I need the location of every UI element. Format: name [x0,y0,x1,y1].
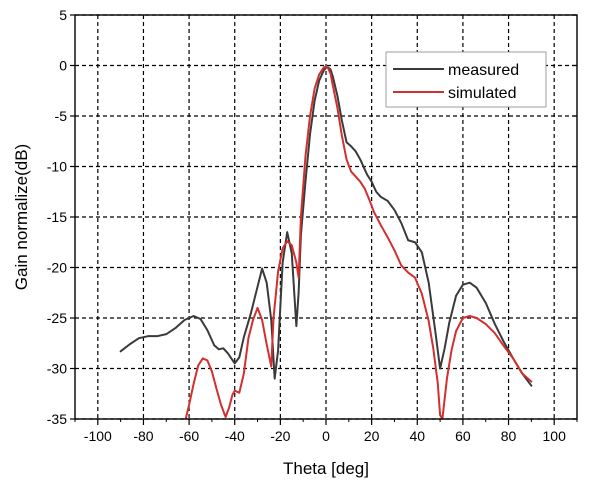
x-tick-label: -60 [179,428,199,444]
x-axis-title: Theta [deg] [283,459,369,478]
y-tick-label: -20 [47,260,67,276]
series-line-simulated [184,65,533,419]
series-line-measured [119,66,533,387]
y-axis-title: Gain normalize(dB) [12,144,31,290]
x-tick-label: 80 [501,428,517,444]
y-tick-label: -5 [55,108,68,124]
x-tick-label: -100 [84,428,112,444]
axis-ticks [70,14,578,425]
y-tick-label: -35 [47,411,67,427]
x-tick-label: 60 [455,428,471,444]
y-tick-label: -10 [47,159,67,175]
x-tick-label: -40 [225,428,245,444]
legend-label-simulated: simulated [448,85,516,102]
y-tick-label: 0 [59,58,67,74]
x-tick-label: -20 [270,428,290,444]
x-tick-label: 40 [409,428,425,444]
x-tick-label: 0 [322,428,330,444]
y-tick-label: -25 [47,310,67,326]
legend-box [385,51,547,108]
legend: measured simulated [385,51,547,108]
legend-label-measured: measured [448,62,519,79]
x-tick-label: -80 [133,428,153,444]
y-tick-labels: 5 0 -5 -10 -15 -20 -25 -30 -35 [47,7,67,427]
y-tick-label: -15 [47,209,67,225]
x-tick-label: 20 [364,428,380,444]
x-tick-labels: -100 -80 -60 -40 -20 0 20 40 60 80 100 [84,428,566,444]
x-tick-label: 100 [543,428,567,444]
y-tick-label: -30 [47,361,67,377]
y-tick-label: 5 [59,7,67,23]
series-layer [119,65,533,419]
